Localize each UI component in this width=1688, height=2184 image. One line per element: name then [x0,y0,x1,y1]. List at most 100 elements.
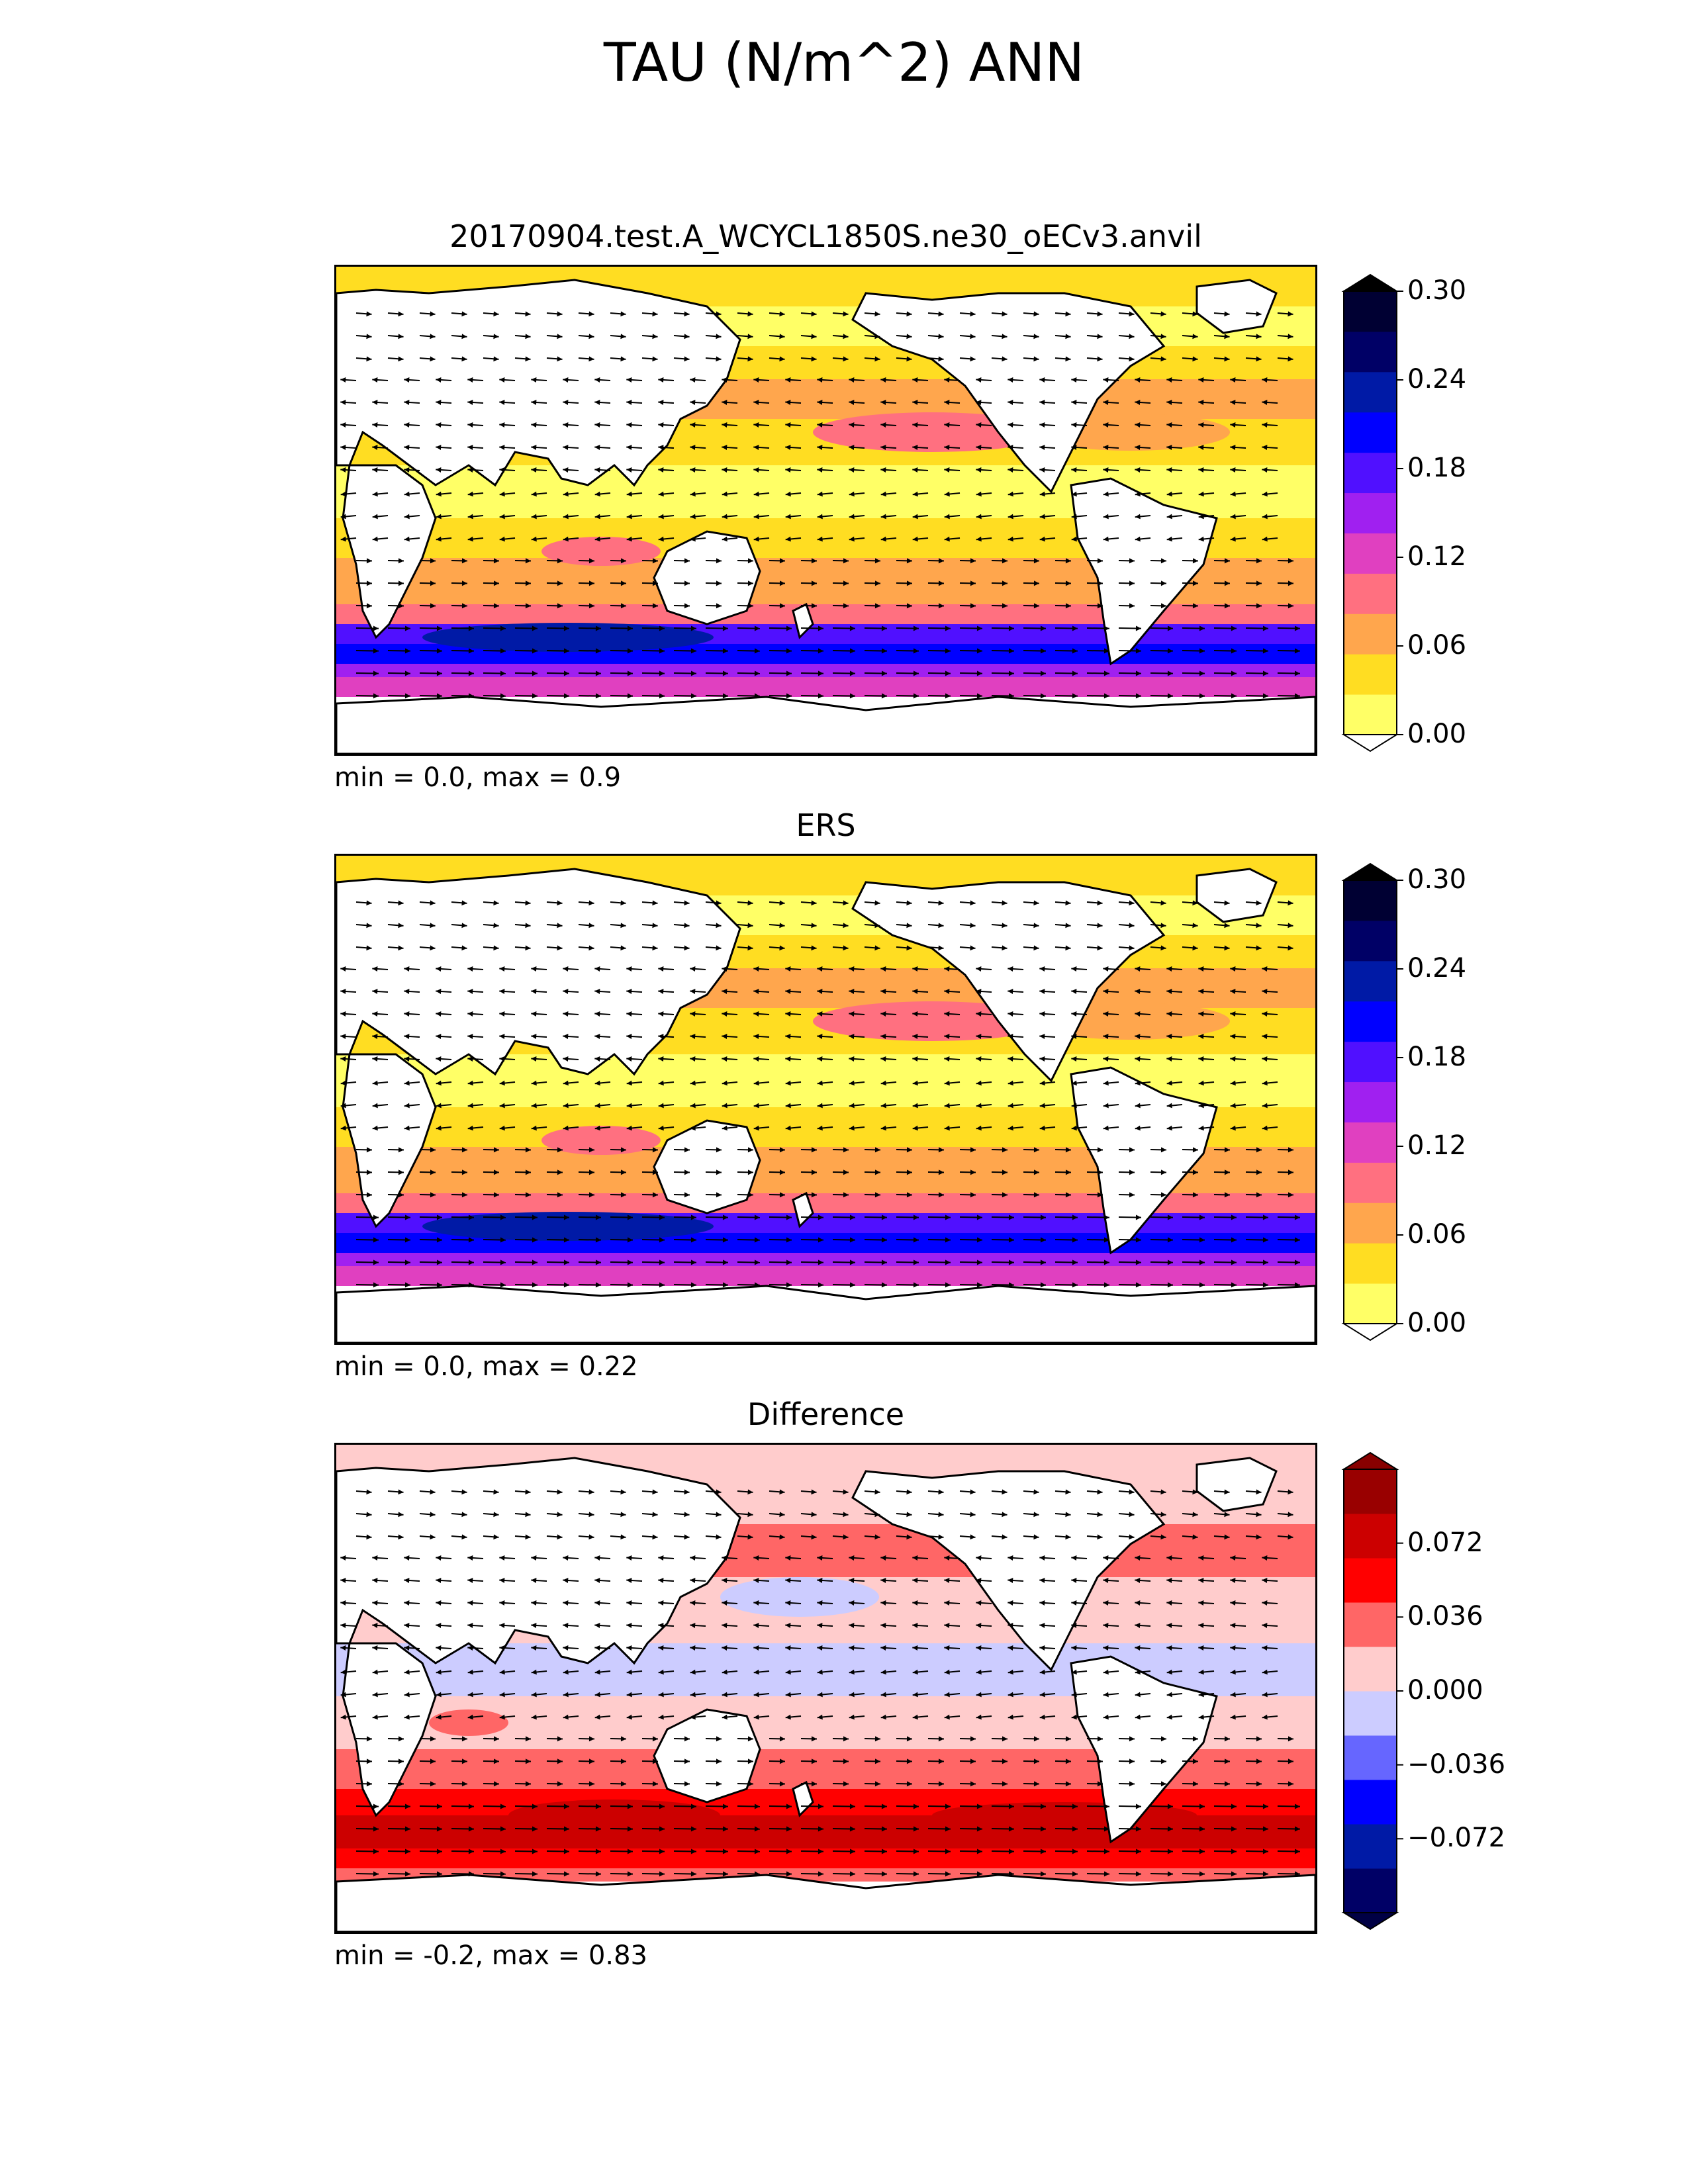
stress-arrow-head [404,1623,410,1628]
stress-arrow-head [373,1259,379,1265]
stress-arrow-head [1129,1758,1135,1764]
coastline [851,292,1166,494]
stress-arrow-head [1039,1600,1045,1606]
stress-arrow-head [722,536,727,542]
stress-arrow-head [1103,1826,1109,1832]
stress-arrow-head [684,1534,690,1540]
stress-arrow-head [880,1645,886,1651]
stress-arrow-head [525,1489,531,1495]
stress-arrow-head [1160,558,1166,564]
stress-arrow-head [626,1080,632,1086]
stress-arrow-head [588,1534,594,1540]
stress-arrow-head [1294,1259,1300,1265]
stress-arrow-head [563,1848,569,1854]
stress-arrow-head [849,625,855,631]
colorbar-segment [1344,880,1397,921]
stress-arrow-head [1103,1803,1109,1809]
stress-arrow-head [849,1871,855,1877]
stress-arrow-head [531,1645,537,1651]
stress-arrow-head [500,1214,506,1220]
stress-arrow-head [906,334,912,340]
stress-arrow-head [563,966,569,972]
stress-arrow-head [690,1692,696,1698]
stress-arrow-head [1160,603,1166,609]
stress-arrow-head [843,603,849,609]
stress-arrow-head [499,966,505,972]
stress-arrow-head [874,1758,880,1764]
stress-arrow-head [1262,625,1268,631]
colorbar-tick-label: 0.24 [1407,953,1467,983]
stress-arrow-head [404,625,410,631]
stress-arrow-head [811,1512,817,1518]
stress-arrow-head [532,1871,538,1877]
stress-arrow-head [404,1669,410,1675]
stress-arrow-head [430,580,436,586]
stress-arrow-head [620,1758,626,1764]
stress-arrow-head [754,1259,760,1265]
stress-arrow-head [594,1080,600,1086]
colorbar-segment [1344,1162,1397,1203]
stress-arrow-head [722,1826,728,1832]
stress-arrow-head [467,491,473,497]
stress-arrow-head [1040,625,1046,631]
stress-arrow-head [970,580,976,586]
stress-arrow-head [817,491,823,497]
stress-arrow-head [340,400,346,405]
stress-arrow-head [500,1259,506,1265]
stress-arrow-head [912,422,918,428]
stress-arrow-head [1135,670,1141,676]
stress-arrow-head [500,1282,506,1288]
stress-arrow-head [1071,1103,1077,1109]
stress-arrow-head [849,1600,855,1606]
colorbar-segment [1344,960,1397,1002]
stress-arrow-head [970,900,976,906]
stress-arrow-head [1256,1147,1262,1153]
stress-arrow-head [563,1555,569,1561]
stress-arrow-head [849,989,855,994]
stress-arrow-head [1002,603,1008,609]
stress-arrow-head [404,1645,410,1651]
stress-arrow-head [843,356,849,362]
stress-arrow-head [404,693,410,699]
stress-arrow-head [1262,400,1268,405]
stress-arrow-head [430,1512,436,1518]
stress-arrow-head [1135,693,1141,699]
stress-arrow-head [1262,377,1268,383]
stress-arrow-head [690,1826,696,1832]
stress-arrow-head [436,467,442,473]
stress-arrow-head [753,1600,759,1606]
stress-arrow-head [531,1669,537,1675]
stress-arrow-head [461,356,467,362]
stress-arrow-head [1008,377,1013,383]
coastline [1070,1066,1218,1255]
stress-arrow-head [880,377,886,383]
stress-arrow-head [690,1080,696,1086]
stress-arrow-head [906,1534,912,1540]
stress-arrow-head [372,1600,378,1606]
stress-arrow-head [658,1623,664,1628]
stress-arrow-head [1288,1147,1293,1153]
stress-arrow-head [1033,334,1039,340]
stress-arrow-head [436,1826,442,1832]
stress-arrow-head [468,648,474,654]
field-band [336,1868,1315,1882]
coastline [342,464,437,639]
stress-arrow-head [404,1282,410,1288]
stress-arrow-head [557,1512,563,1518]
colorbar-segment [1344,920,1397,962]
stress-arrow-head [880,467,886,473]
stress-arrow-head [1103,1714,1109,1720]
stress-arrow-head [1135,1103,1141,1109]
stress-arrow-head [1008,1692,1013,1698]
stress-arrow-head [468,1237,474,1243]
stress-arrow-head [531,966,537,972]
stress-arrow-head [716,1781,722,1787]
stress-arrow-head [1262,1237,1268,1243]
stress-arrow-head [1008,422,1013,428]
colorbar-tick-label: 0.18 [1407,1042,1467,1072]
stress-arrow-head [372,445,378,450]
stress-arrow-head [372,1623,378,1628]
stress-arrow-head [811,356,817,362]
stress-arrow-head [652,1192,658,1198]
stress-arrow-head [1072,1237,1078,1243]
